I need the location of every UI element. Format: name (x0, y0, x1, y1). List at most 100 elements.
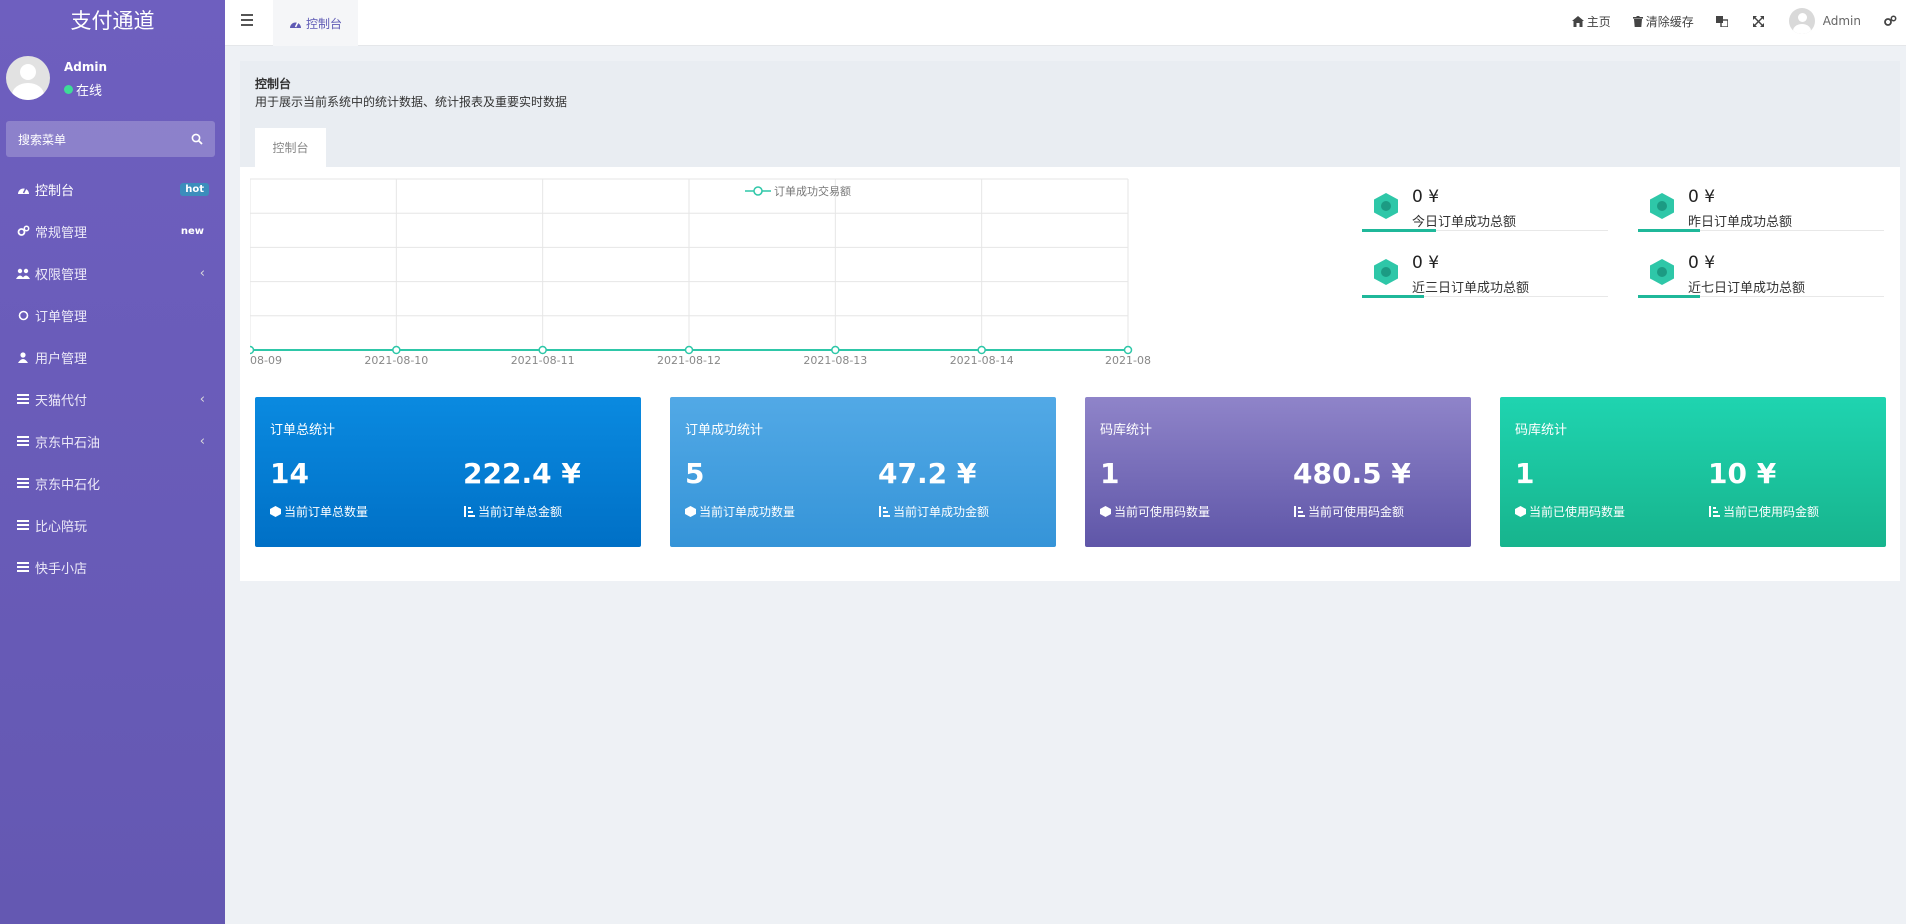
cube-icon (1515, 506, 1526, 517)
top-bar-actions: 主页 清除缓存 Admin (1571, 0, 1906, 42)
sidebar-item-jd-sinopec[interactable]: 京东中石化 (0, 462, 225, 504)
list-icon (16, 392, 30, 406)
list-icon (16, 476, 30, 490)
online-dot-icon (64, 85, 73, 94)
page-title: 控制台 (255, 77, 292, 91)
x-tick-label: 2021-08-11 (511, 354, 575, 367)
order-amount-chart: 08-09 2021-08-10 2021-08-11 2021-08-12 2021-… (245, 177, 1580, 377)
sidebar: 支付通道 Admin 在线 搜索菜单 控制台 hot 常规管理 new 权限管理… (0, 0, 225, 924)
chevron-left-icon: ‹ (199, 433, 205, 449)
menu-search-input[interactable]: 搜索菜单 (6, 121, 215, 157)
x-tick-label: 2021-08-13 (803, 354, 867, 367)
x-tick-label: 2021-08 (1105, 354, 1151, 367)
list-icon (16, 518, 30, 532)
sidebar-item-orders[interactable]: 订单管理 (0, 294, 225, 336)
hexagon-icon (1374, 193, 1398, 219)
sidebar-item-tmall[interactable]: 天猫代付 ‹ (0, 378, 225, 420)
card-code-used: 码库统计 1 10 ¥ 当前已使用码数量 当前已使用码金额 (1500, 397, 1886, 547)
stat-progress (1362, 229, 1608, 232)
hexagon-icon (1374, 259, 1398, 285)
menu-search-placeholder: 搜索菜单 (18, 132, 67, 147)
sort-amount-icon (879, 506, 890, 517)
home-icon (1571, 15, 1584, 27)
search-icon[interactable] (191, 133, 203, 145)
sidebar-item-dashboard[interactable]: 控制台 hot (0, 168, 225, 210)
language-button[interactable] (1715, 15, 1731, 27)
menu-toggle-icon[interactable] (241, 14, 253, 26)
data-point (831, 345, 840, 355)
top-bar: 控制台 主页 清除缓存 Admin (225, 0, 1906, 46)
cube-icon (270, 506, 281, 517)
chevron-left-icon: ‹ (199, 391, 205, 407)
sort-amount-icon (464, 506, 475, 517)
tab-dashboard[interactable]: 控制台 (273, 0, 359, 46)
user-name: Admin (64, 60, 108, 74)
page-description: 用于展示当前系统中的统计数据、统计报表及重要实时数据 (255, 95, 568, 109)
circle-icon (16, 308, 30, 322)
dashboard-icon (16, 182, 30, 196)
expand-icon (1752, 15, 1764, 27)
sidebar-item-jd-petrochina[interactable]: 京东中石油 ‹ (0, 420, 225, 462)
cube-icon (685, 506, 696, 517)
stat-yesterday: 0 ¥ 昨日订单成功总额 (1638, 183, 1884, 247)
panel-header: 控制台 用于展示当前系统中的统计数据、统计报表及重要实时数据 控制台 (240, 61, 1900, 167)
data-point (392, 345, 401, 355)
legend-label: 订单成功交易额 (774, 185, 851, 198)
list-icon (16, 560, 30, 574)
stat-progress (1638, 229, 1884, 232)
sort-amount-icon (1709, 506, 1720, 517)
data-point (245, 345, 255, 355)
data-point (977, 345, 986, 355)
hexagon-icon (1650, 193, 1674, 219)
data-point (538, 345, 547, 355)
avatar (6, 56, 50, 100)
clear-cache-button[interactable]: 清除缓存 (1632, 13, 1694, 30)
content-panel: 控制台 用于展示当前系统中的统计数据、统计报表及重要实时数据 控制台 08-09… (240, 61, 1900, 581)
cube-icon (1100, 506, 1111, 517)
x-tick-label: 2021-08-12 (657, 354, 721, 367)
user-status: 在线 (64, 80, 102, 99)
stat-three-days: 0 ¥ 近三日订单成功总额 (1362, 249, 1608, 313)
stat-seven-days: 0 ¥ 近七日订单成功总额 (1638, 249, 1884, 313)
card-order-success: 订单成功统计 5 47.2 ¥ 当前订单成功数量 当前订单成功金额 (670, 397, 1056, 547)
card-code-available: 码库统计 1 480.5 ¥ 当前可使用码数量 当前可使用码金额 (1085, 397, 1471, 547)
stat-progress (1362, 295, 1608, 298)
language-icon (1715, 15, 1728, 27)
chart-legend[interactable]: 订单成功交易额 (745, 183, 851, 199)
cogs-icon (1884, 15, 1897, 26)
stat-progress (1638, 295, 1884, 298)
sidebar-item-kuaishou[interactable]: 快手小店 (0, 546, 225, 588)
avatar (1788, 8, 1815, 34)
users-icon (16, 266, 30, 280)
x-tick-label: 08-09 (250, 354, 282, 367)
chevron-left-icon: ‹ (199, 265, 205, 281)
cogs-icon (16, 224, 30, 238)
hot-badge: hot (180, 182, 209, 196)
trash-icon (1632, 15, 1643, 27)
sidebar-item-users[interactable]: 用户管理 (0, 336, 225, 378)
x-tick-label: 2021-08-10 (364, 354, 428, 367)
user-panel: Admin 在线 (0, 46, 225, 118)
tab-dashboard-inner[interactable]: 控制台 (255, 128, 326, 167)
data-point (684, 345, 694, 355)
fullscreen-button[interactable] (1752, 15, 1767, 27)
home-link[interactable]: 主页 (1571, 13, 1611, 30)
app-logo[interactable]: 支付通道 (70, 9, 155, 33)
sidebar-item-bixin[interactable]: 比心陪玩 (0, 504, 225, 546)
new-badge: new (180, 225, 204, 237)
chart-svg: 08-09 2021-08-10 2021-08-11 2021-08-12 2021-… (245, 178, 1151, 367)
sidebar-menu: 控制台 hot 常规管理 new 权限管理 ‹ 订单管理 用户管理 天猫代付 ‹ (0, 168, 225, 588)
sidebar-item-general[interactable]: 常规管理 new (0, 210, 225, 252)
user-menu[interactable]: Admin (1788, 8, 1861, 34)
sidebar-item-permissions[interactable]: 权限管理 ‹ (0, 252, 225, 294)
stat-today: 0 ¥ 今日订单成功总额 (1362, 183, 1608, 247)
settings-button[interactable] (1883, 15, 1900, 27)
legend-line-icon (745, 186, 771, 196)
data-point (1123, 345, 1133, 355)
dashboard-icon (290, 21, 301, 28)
hexagon-icon (1650, 259, 1674, 285)
user-icon (16, 350, 30, 364)
sort-amount-icon (1294, 506, 1305, 517)
x-tick-label: 2021-08-14 (950, 354, 1014, 367)
card-order-total: 订单总统计 14 222.4 ¥ 当前订单总数量 当前订单总金额 (255, 397, 641, 547)
